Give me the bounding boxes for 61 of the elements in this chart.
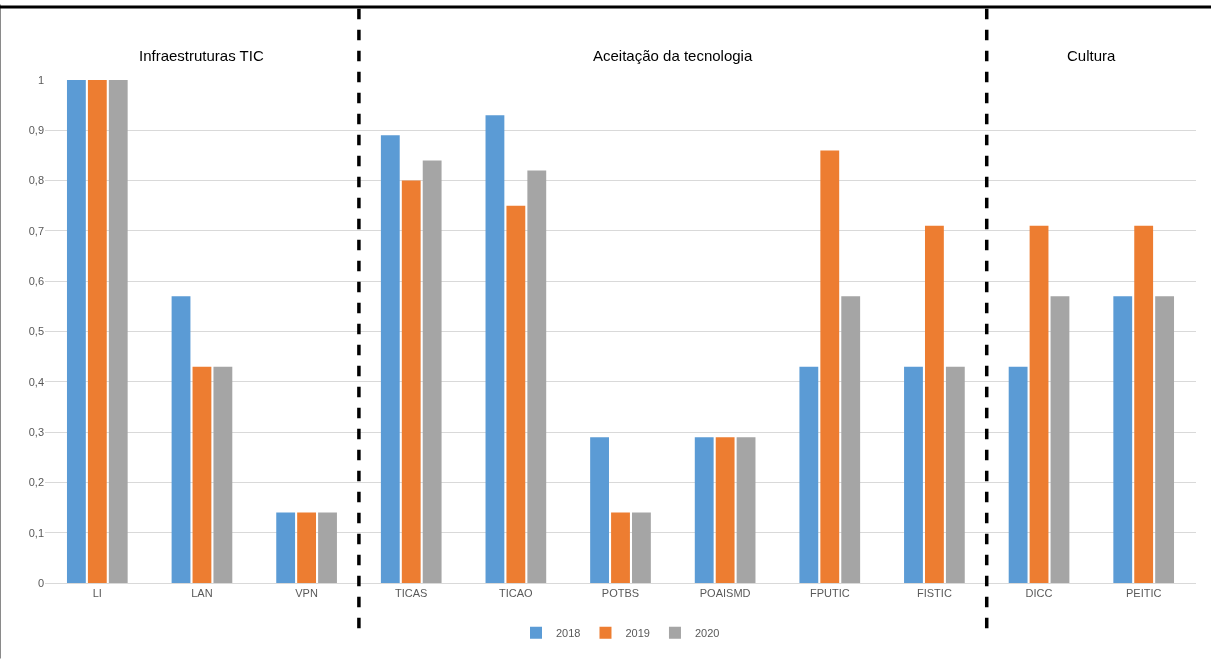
x-tick-label: TICAO	[499, 587, 534, 600]
bar	[590, 437, 609, 583]
bar	[1050, 296, 1070, 583]
bar	[1155, 296, 1175, 583]
bar	[87, 80, 107, 583]
y-tick-label: 0,6	[28, 275, 44, 288]
bar	[108, 80, 128, 583]
bar	[422, 160, 442, 583]
bar	[799, 366, 819, 583]
text: Infraestruturas TIC	[139, 47, 264, 64]
y-tick-label: 1	[37, 73, 44, 86]
bar	[715, 437, 735, 583]
x-tick-label: FISTIC	[916, 587, 952, 600]
legend-label: 2019	[625, 627, 650, 639]
y-tick-label: 0,5	[28, 325, 44, 338]
bar	[841, 296, 861, 583]
legend-label: 2020	[694, 627, 720, 639]
y-tick-label: 0,8	[28, 174, 44, 187]
x-tick-label: POAISMD	[699, 587, 751, 600]
y-tick-label: 0,3	[28, 425, 44, 438]
bar	[820, 150, 840, 583]
bar	[485, 115, 505, 583]
bar	[401, 180, 421, 583]
text: Aceitação da tecnologia	[593, 47, 753, 64]
bar	[192, 366, 212, 583]
bar	[1113, 296, 1133, 583]
bar	[1008, 366, 1028, 583]
bar	[1134, 225, 1154, 583]
bar	[380, 135, 400, 583]
bar	[924, 225, 944, 583]
bar	[945, 366, 965, 583]
text: Cultura	[1067, 47, 1117, 64]
x-tick-label: LAN	[191, 587, 213, 600]
y-tick-label: 0,4	[28, 375, 44, 388]
x-tick-label: DICC	[1025, 587, 1053, 600]
bar	[213, 366, 233, 583]
x-tick-label: POTBS	[601, 587, 640, 600]
legend-label: 2018	[556, 627, 581, 639]
x-tick-label: LI	[92, 587, 102, 600]
bar	[736, 437, 756, 583]
bar	[506, 205, 526, 583]
y-tick-label: 0,7	[28, 224, 44, 237]
bar	[318, 512, 337, 583]
x-tick-label: TICAS	[395, 587, 428, 600]
y-tick-label: 0,1	[28, 526, 44, 539]
x-tick-label: PEITIC	[1125, 587, 1162, 600]
bar	[632, 512, 651, 583]
bar	[694, 437, 714, 583]
bar	[1029, 225, 1049, 583]
bar	[904, 366, 923, 583]
y-tick-label: 0,9	[28, 124, 44, 137]
bar	[527, 170, 547, 583]
bar	[297, 512, 317, 583]
bar	[611, 512, 630, 583]
y-tick-label: 0	[37, 576, 44, 589]
bar	[66, 80, 86, 583]
x-tick-label: FPUTIC	[809, 587, 850, 600]
bar	[171, 296, 191, 583]
x-tick-label: VPN	[295, 587, 318, 600]
y-tick-label: 0,2	[28, 476, 44, 489]
bar	[276, 512, 296, 583]
